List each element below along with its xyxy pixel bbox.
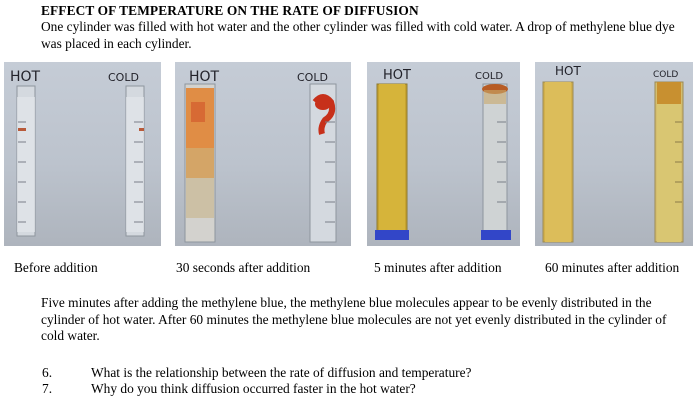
- hot-handwritten-label: HOT: [189, 69, 220, 85]
- hot-cylinder: [16, 85, 36, 237]
- cold-cylinder: [125, 85, 145, 237]
- caption-5-minutes: 5 minutes after addition: [374, 260, 502, 275]
- question-text: What is the relationship between the rat…: [91, 365, 472, 380]
- caption-30-seconds: 30 seconds after addition: [176, 260, 311, 275]
- caption-60-minutes: 60 minutes after addition: [545, 260, 680, 275]
- cold-handwritten-label: COLD: [475, 71, 503, 82]
- cold-cylinder: [481, 83, 511, 240]
- question-number: 7.: [42, 381, 53, 396]
- document-title: EFFECT OF TEMPERATURE ON THE RATE OF DIF…: [41, 3, 419, 18]
- caption-before-addition: Before addition: [14, 260, 98, 275]
- cold-handwritten-label: COLD: [653, 70, 678, 80]
- question-number: 6.: [42, 365, 53, 380]
- hot-handwritten-label: HOT: [10, 69, 41, 85]
- question-6: 6. What is the relationship between the r…: [42, 365, 472, 381]
- intro-text: One cylinder was filled with hot water a…: [41, 19, 675, 51]
- photo-60-minutes: HOT COLD: [535, 62, 693, 246]
- question-7: 7. Why do you think diffusion occurred fa…: [42, 381, 416, 397]
- photo-5-minutes: HOT COLD: [367, 62, 520, 246]
- photo-30-seconds: HOT COLD: [175, 62, 351, 246]
- hot-cylinder: [542, 81, 574, 243]
- cold-handwritten-label: COLD: [108, 71, 139, 84]
- hot-cylinder: [375, 83, 409, 240]
- hot-cylinder: [184, 83, 216, 243]
- hot-handwritten-label: HOT: [383, 68, 411, 83]
- cold-handwritten-label: COLD: [297, 71, 328, 84]
- cold-cylinder: [654, 81, 684, 243]
- question-text: Why do you think diffusion occurred fast…: [91, 381, 416, 396]
- observation-paragraph: Five minutes after adding the methylene …: [41, 295, 667, 343]
- photo-before-addition: HOT COLD: [4, 62, 161, 246]
- cold-cylinder: [309, 83, 337, 243]
- hot-handwritten-label: HOT: [555, 64, 581, 78]
